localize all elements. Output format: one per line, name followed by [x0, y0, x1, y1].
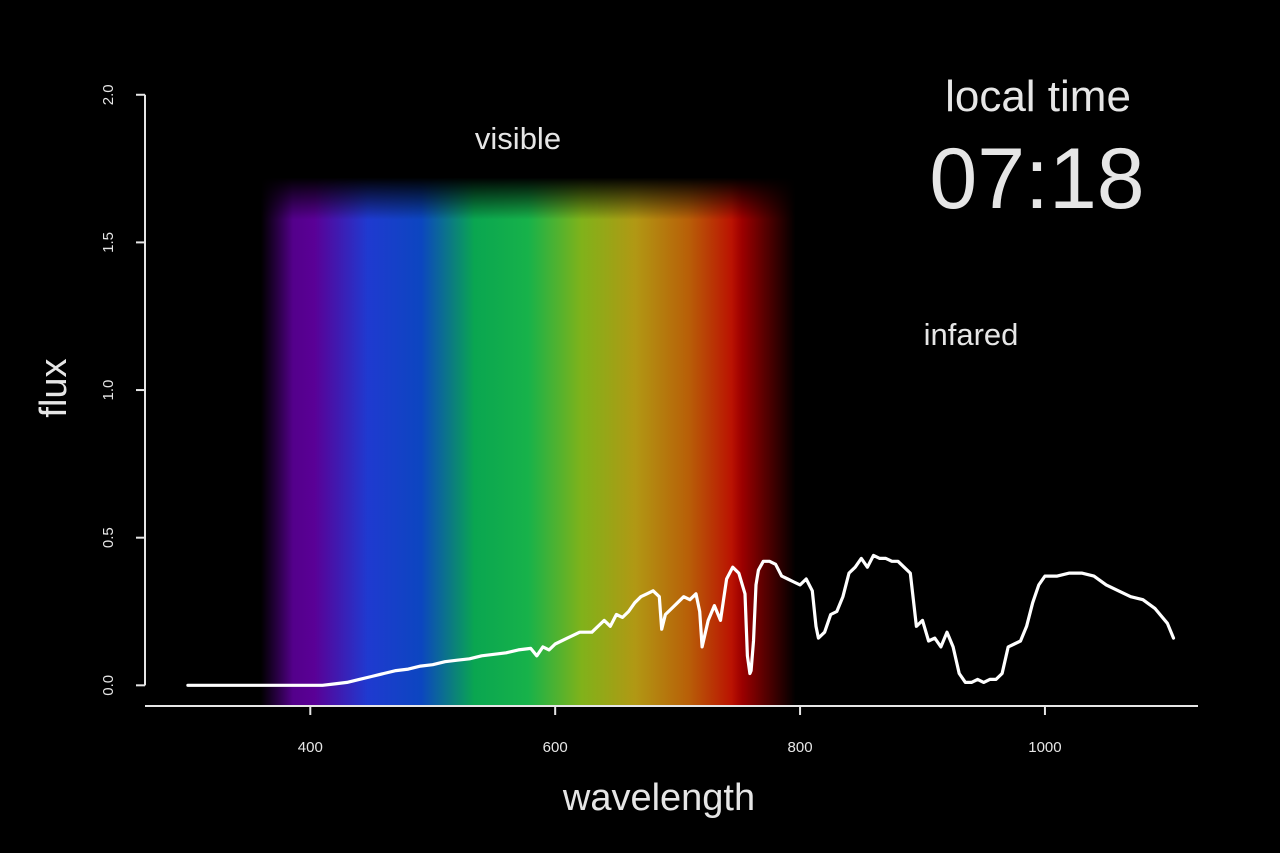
x-tick-label: 600	[543, 739, 568, 756]
y-tick-label: 2.0	[100, 84, 117, 105]
infrared-annotation: infared	[924, 317, 1019, 352]
y-tick-label: 1.0	[100, 380, 117, 401]
y-tick-label: 0.5	[100, 527, 117, 548]
local-time-value: 07:18	[929, 131, 1144, 227]
visible-spectrum-gradient	[261, 177, 796, 706]
x-axis-title: wavelength	[562, 777, 755, 819]
x-tick-label: 800	[788, 739, 813, 756]
y-axis-title: flux	[33, 358, 75, 417]
visible-annotation: visible	[475, 121, 561, 156]
y-axis-ticks: 0.0 0.5 1.0 1.5 2.0	[100, 84, 145, 695]
local-time-label: local time	[945, 72, 1131, 121]
visible-spectrum-band	[261, 177, 796, 706]
y-tick-label: 0.0	[100, 675, 117, 696]
x-axis-ticks: 400 600 800 1000	[298, 706, 1062, 756]
x-tick-label: 400	[298, 739, 323, 756]
y-tick-label: 1.5	[100, 232, 117, 253]
x-tick-label: 1000	[1028, 739, 1061, 756]
